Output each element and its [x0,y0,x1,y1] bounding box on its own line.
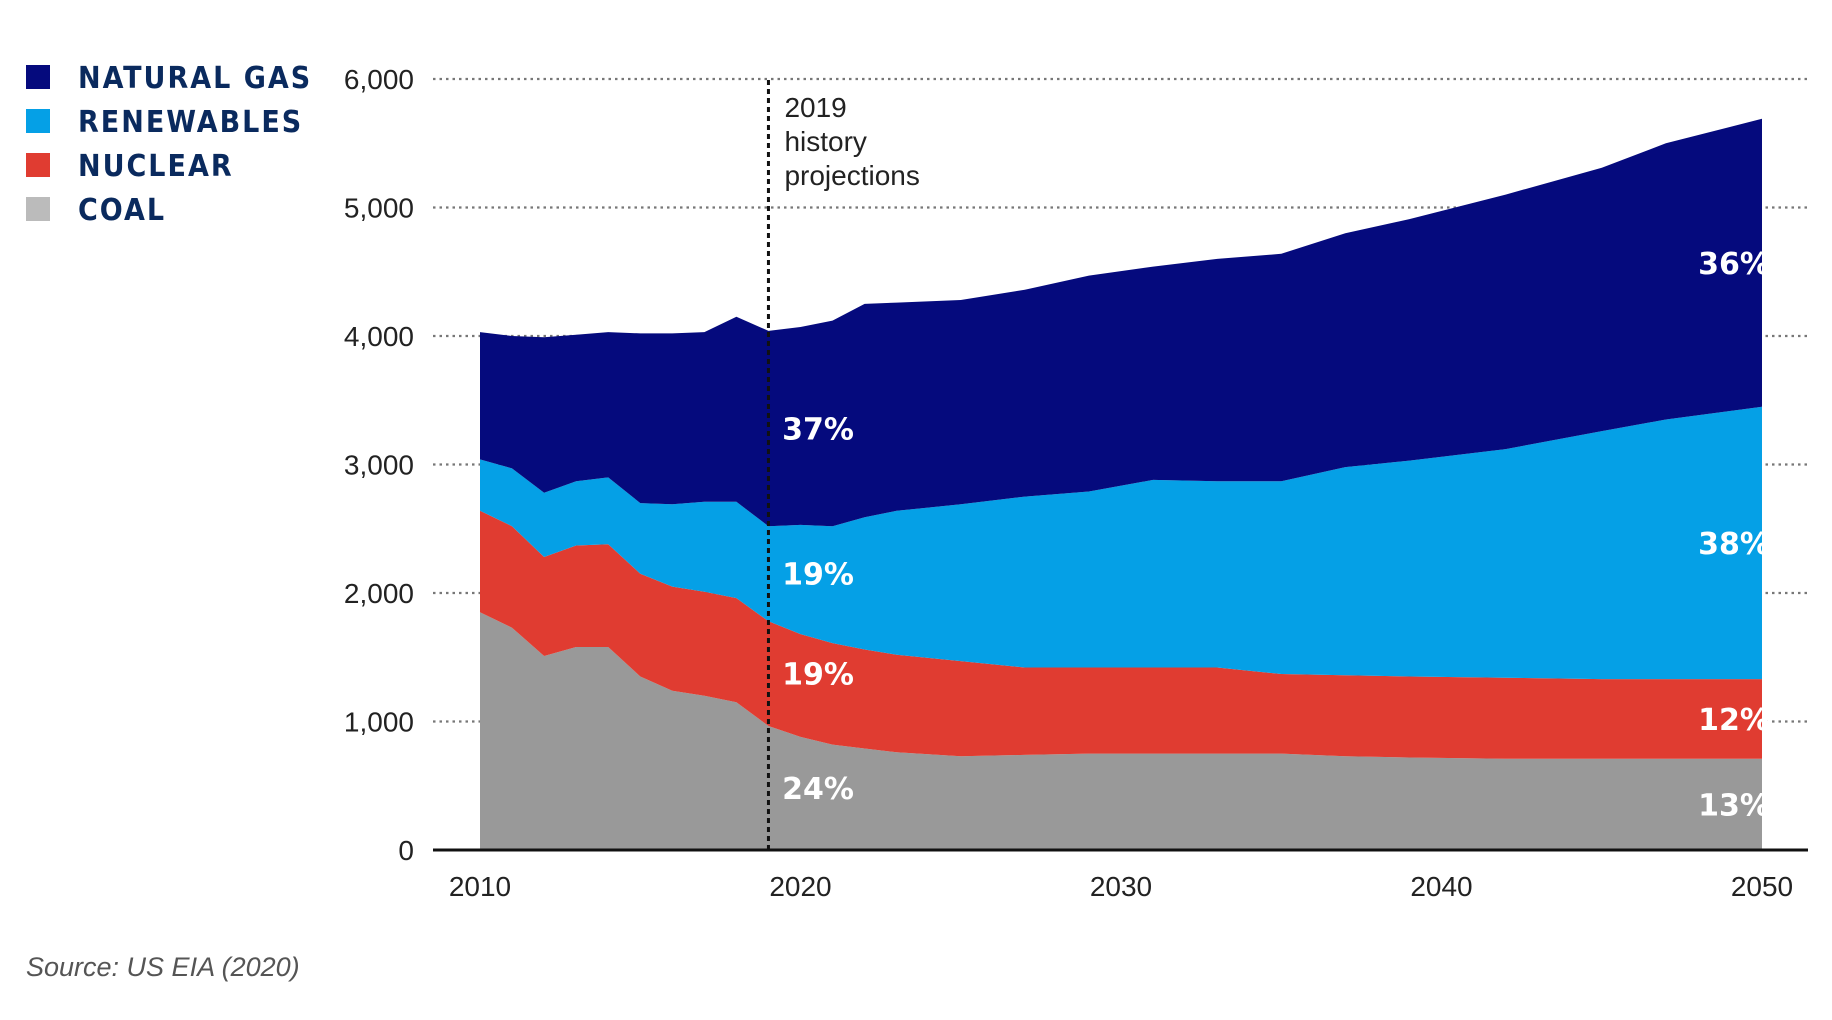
legend-swatch [26,197,50,221]
area-nuclear [480,510,1762,759]
share-label: 36% [1698,247,1770,282]
y-tick-label: 3,000 [344,450,414,481]
share-label: 12% [1698,703,1770,738]
share-label: 38% [1698,527,1770,562]
divider-annotation-text: history [784,126,866,157]
share-label: 24% [782,772,854,807]
y-tick-label: 2,000 [344,578,414,609]
y-tick-label: 0 [398,835,414,866]
x-tick-label: 2040 [1410,871,1472,902]
legend-label: COAL [78,193,166,228]
axes: 0 1,000 2,000 3,000 4,000 5,000 6,000 2010 2020 2… [344,64,1808,902]
legend-swatch [26,109,50,133]
share-labels: 37% 19% 19% 24% 36% 38% 12% 13% [782,247,1770,824]
x-tick-label: 2030 [1090,871,1152,902]
y-tick-label: 5,000 [344,193,414,224]
y-tick-label: 6,000 [344,64,414,95]
stacked-areas [480,118,1762,850]
share-label: 13% [1698,788,1770,823]
divider-annotation-text: 2019 [784,92,846,123]
area-renewables [480,406,1762,680]
share-label: 19% [782,558,854,593]
area-coal [480,612,1762,850]
share-label: 19% [782,658,854,693]
divider-annotation-text: projections [784,160,919,191]
legend-label: NATURAL GAS [78,61,312,96]
legend: NATURAL GAS RENEWABLES NUCLEAR COAL [26,61,312,228]
x-tick-label: 2010 [449,871,511,902]
x-tick-label: 2020 [769,871,831,902]
source-note: Source: US EIA (2020) [26,952,300,982]
y-tick-label: 1,000 [344,707,414,738]
legend-label: NUCLEAR [78,149,234,184]
legend-swatch [26,65,50,89]
share-label: 37% [782,413,854,448]
legend-label: RENEWABLES [78,105,303,140]
legend-swatch [26,153,50,177]
y-tick-label: 4,000 [344,321,414,352]
x-tick-label: 2050 [1731,871,1793,902]
area-natural-gas [480,118,1762,527]
